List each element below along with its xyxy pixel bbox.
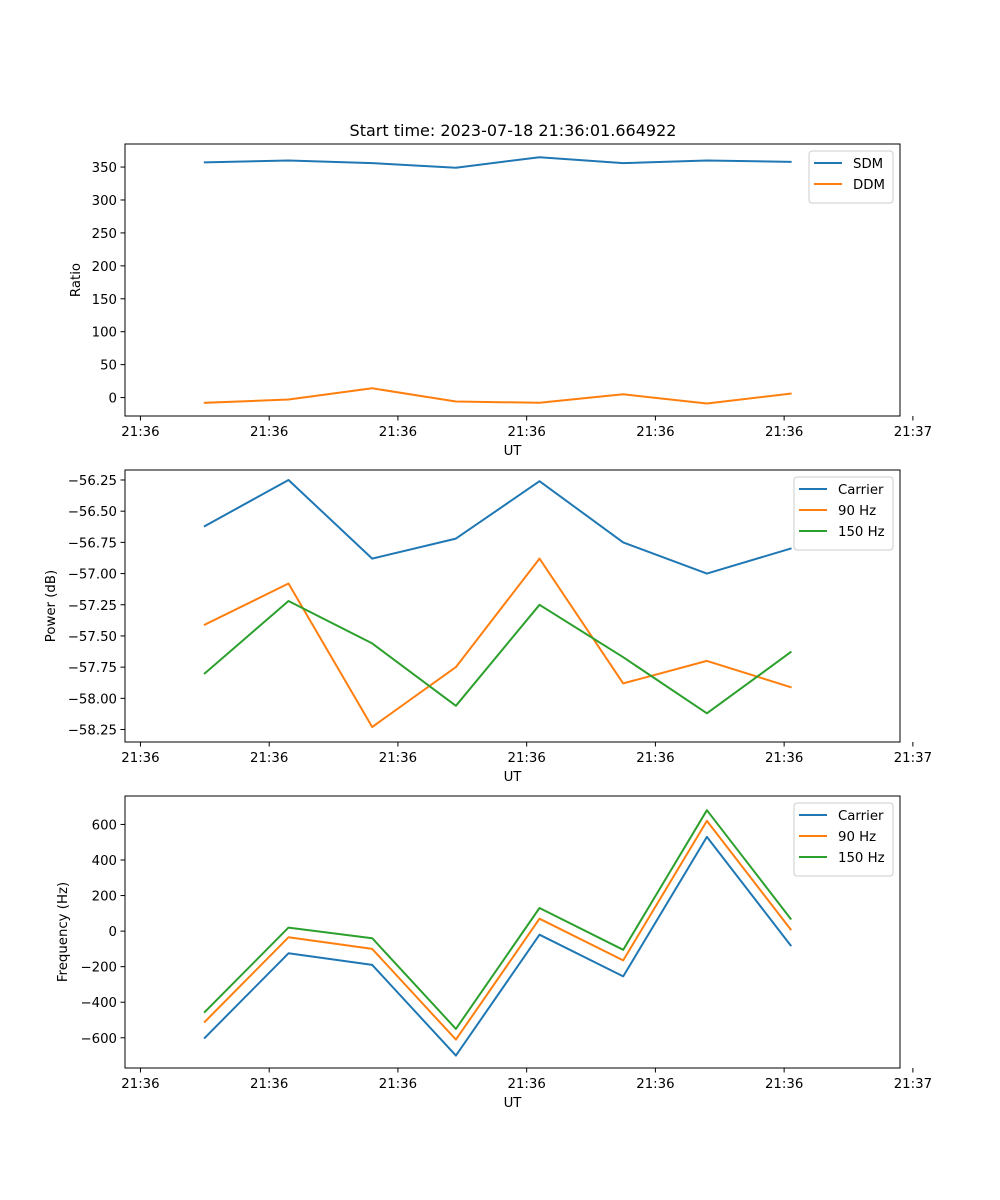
frequency-y-axis-label: Frequency (Hz) [56,882,71,982]
ratio-y-tick-label: 0 [109,392,117,407]
frequency-y-tick-label: 200 [92,890,117,905]
frequency-x-tick-label: 21:36 [636,1077,674,1092]
ratio-x-tick-label: 21:36 [250,425,288,440]
ratio-series-ddm-line [203,387,792,405]
frequency-series-150-hz-line [203,809,793,1030]
ratio-y-tick-label: 50 [100,359,117,374]
power-y-tick-label: −56.75 [68,536,117,551]
power-y-tick-label: −57.00 [68,568,117,583]
power-x-axis-label: UT [504,770,523,785]
ratio-y-tick-label: 350 [92,161,117,176]
ratio-y-tick-label: 100 [92,326,117,341]
ratio-x-tick-label: 21:36 [121,425,159,440]
ratio-panel: 21:36 21:36 21:36 21:36 21:36 21:36 21:37 0 50 10… [69,143,932,459]
power-series-carrier-line [203,479,792,575]
power-legend-label-90-hz: 90 Hz [838,504,876,519]
power-y-tick-label: −56.50 [68,505,117,520]
frequency-x-tick-label: 21:36 [379,1077,417,1092]
ratio-y-tick-label: 300 [92,194,117,209]
power-y-tick-label: −57.25 [68,599,117,614]
ratio-x-axis-label: UT [504,444,523,459]
frequency-x-tick-label: 21:36 [507,1077,545,1092]
ratio-legend-label-ddm: DDM [853,178,885,193]
ratio-legend-label-sdm: SDM [853,157,883,172]
power-x-tick-label: 21:36 [379,751,417,766]
power-x-tick-label: 21:36 [765,751,803,766]
frequency-series-90-hz-line [203,819,793,1041]
ratio-series-sdm-line [203,156,792,169]
ratio-x-tick-label: 21:36 [765,425,803,440]
power-x-tick-label: 21:36 [636,751,674,766]
power-panel: 21:36 21:36 21:36 21:36 21:36 21:36 21:37 −56.2… [44,469,932,785]
power-y-tick-label: −58.00 [68,692,117,707]
ratio-y-tick-label: 150 [92,293,117,308]
power-series-150-hz-line [203,600,792,715]
frequency-y-tick-label: 600 [92,818,117,833]
frequency-y-tick-label: −200 [80,961,117,976]
frequency-y-tick-label: 0 [109,925,117,940]
frequency-legend-label-90-hz: 90 Hz [838,830,876,845]
frequency-axes-frame [124,795,901,1069]
frequency-y-tick-label: 400 [92,854,117,869]
power-legend-label-150-hz: 150 Hz [838,525,885,540]
power-legend-label-carrier: Carrier [838,483,884,498]
power-x-tick-label: 21:36 [507,751,545,766]
power-y-axis-label: Power (dB) [44,570,59,642]
ratio-y-axis-label: Ratio [69,263,84,297]
frequency-x-axis-label: UT [504,1096,523,1111]
power-y-tick-label: −57.75 [68,661,117,676]
figure-title: Start time: 2023-07-18 21:36:01.664922 [350,121,677,140]
power-y-tick-label: −56.25 [68,474,117,489]
frequency-panel: 21:36 21:36 21:36 21:36 21:36 21:36 21:37 600 40… [56,795,932,1111]
ratio-y-tick-label: 250 [92,227,117,242]
ratio-x-tick-label: 21:36 [636,425,674,440]
frequency-legend-label-carrier: Carrier [838,809,884,824]
power-x-tick-label: 21:37 [894,751,932,766]
frequency-series-carrier-line [203,835,793,1057]
power-y-tick-label: −58.25 [68,724,117,739]
frequency-x-tick-label: 21:36 [121,1077,159,1092]
frequency-x-tick-label: 21:37 [894,1077,932,1092]
ratio-axes-frame [124,143,901,417]
ratio-x-tick-label: 21:37 [894,425,932,440]
frequency-y-tick-label: −400 [80,996,117,1011]
ratio-x-tick-label: 21:36 [379,425,417,440]
power-y-tick-label: −57.50 [68,630,117,645]
power-x-tick-label: 21:36 [121,751,159,766]
power-axes-frame [124,469,901,743]
frequency-x-tick-label: 21:36 [250,1077,288,1092]
power-x-tick-label: 21:36 [250,751,288,766]
ratio-y-tick-label: 200 [92,260,117,275]
frequency-x-tick-label: 21:36 [765,1077,803,1092]
frequency-y-tick-label: −600 [80,1032,117,1047]
ratio-x-tick-label: 21:36 [507,425,545,440]
frequency-legend-label-150-hz: 150 Hz [838,851,885,866]
